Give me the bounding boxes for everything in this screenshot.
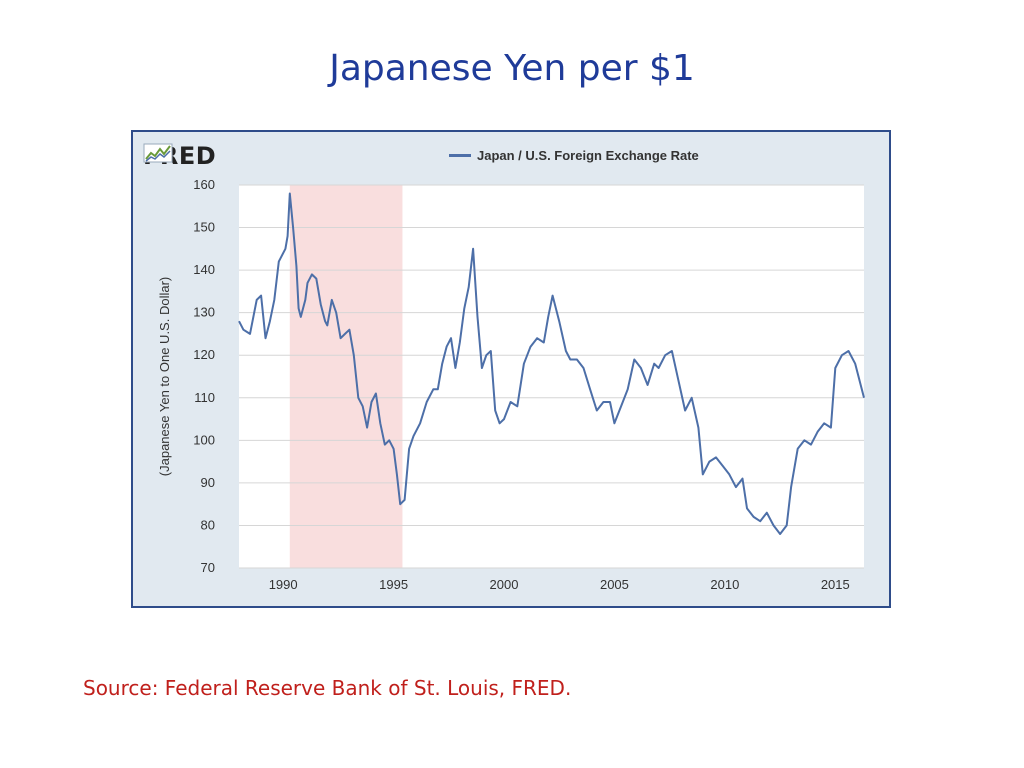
series-line-0: [238, 192, 865, 535]
y-tick-label-120: 120: [193, 347, 215, 362]
x-tick-label-1990: 1990: [269, 577, 298, 592]
y-tick-label-110: 110: [194, 390, 215, 405]
y-tick-label-90: 90: [201, 475, 215, 490]
legend-swatch: [449, 154, 471, 157]
y-tick-label-140: 140: [193, 262, 215, 277]
x-tick-label-2000: 2000: [490, 577, 519, 592]
x-tick-label-2015: 2015: [821, 577, 850, 592]
recession-band-0: [289, 185, 403, 568]
chart-frame: 70 80 90 100 110 120 130 140 150 160 1990 1995 2000 2…: [131, 130, 891, 608]
chart-legend: Japan / U.S. Foreign Exchange Rate: [449, 148, 699, 163]
slide-title: Japanese Yen per $1: [329, 48, 695, 89]
y-tick-label-160: 160: [193, 177, 215, 192]
legend-label: Japan / U.S. Foreign Exchange Rate: [477, 148, 699, 163]
y-tick-label-130: 130: [193, 305, 215, 320]
x-tick-label-2005: 2005: [600, 577, 629, 592]
fred-chart-icon: [143, 143, 173, 163]
y-tick-label-100: 100: [193, 432, 215, 447]
fred-logo: FRED: [143, 142, 216, 170]
x-tick-label-2010: 2010: [710, 577, 739, 592]
chart-svg: 70 80 90 100 110 120 130 140 150 160 1990 1995 2000 2…: [157, 177, 865, 592]
y-tick-label-70: 70: [201, 560, 215, 575]
x-tick-label-1995: 1995: [379, 577, 408, 592]
y-axis-label: (Japanese Yen to One U.S. Dollar): [157, 277, 172, 476]
source-note: Source: Federal Reserve Bank of St. Loui…: [83, 676, 572, 700]
y-tick-label-80: 80: [201, 517, 215, 532]
y-tick-label-150: 150: [193, 220, 215, 235]
